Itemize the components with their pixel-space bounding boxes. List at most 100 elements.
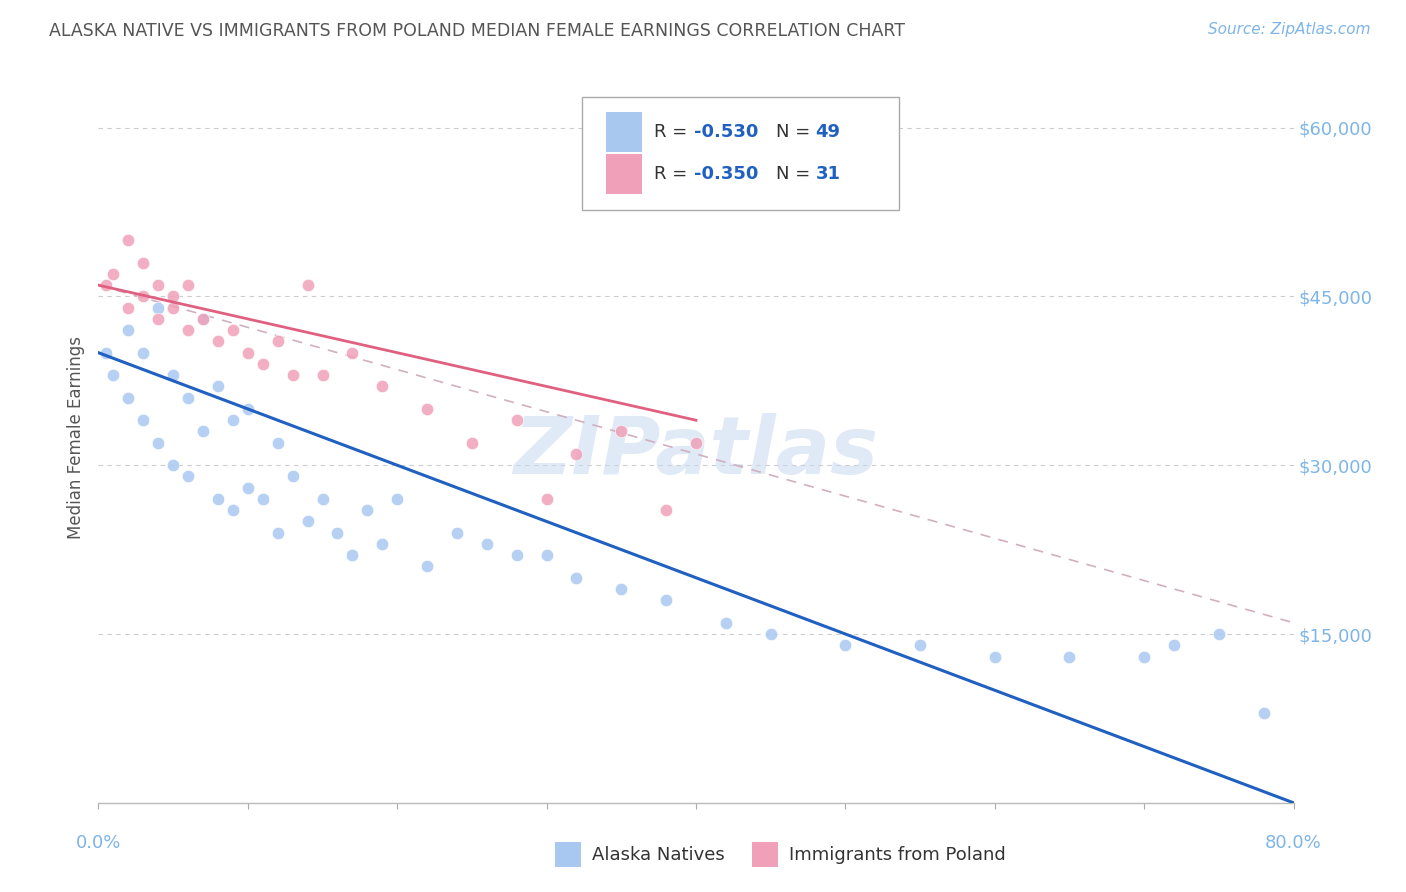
Point	[610, 582, 633, 596]
Point	[326, 525, 349, 540]
Text: R =: R =	[654, 123, 693, 141]
Text: ZIPatlas: ZIPatlas	[513, 413, 879, 491]
Point	[103, 368, 125, 383]
Point	[117, 391, 139, 405]
Point	[177, 469, 200, 483]
Point	[342, 345, 364, 359]
Point	[1163, 638, 1185, 652]
Point	[177, 278, 200, 293]
Point	[162, 301, 184, 315]
Point	[759, 627, 782, 641]
Point	[132, 413, 155, 427]
Text: ALASKA NATIVE VS IMMIGRANTS FROM POLAND MEDIAN FEMALE EARNINGS CORRELATION CHART: ALASKA NATIVE VS IMMIGRANTS FROM POLAND …	[49, 22, 905, 40]
Text: R =: R =	[654, 165, 693, 183]
Point	[267, 334, 290, 349]
Point	[207, 491, 229, 506]
Point	[207, 379, 229, 393]
FancyBboxPatch shape	[582, 97, 900, 211]
Point	[222, 323, 245, 337]
Point	[342, 548, 364, 562]
Point	[984, 649, 1007, 664]
Text: 49: 49	[815, 123, 841, 141]
Point	[446, 525, 468, 540]
Point	[148, 301, 170, 315]
Text: 0.0%: 0.0%	[76, 834, 121, 852]
Point	[267, 435, 290, 450]
Text: N =: N =	[776, 165, 815, 183]
Point	[506, 413, 529, 427]
Point	[536, 491, 558, 506]
Point	[536, 548, 558, 562]
Bar	[752, 842, 778, 867]
Point	[236, 401, 259, 416]
Point	[311, 491, 333, 506]
Point	[94, 278, 117, 293]
Point	[655, 503, 678, 517]
Point	[236, 345, 259, 359]
Point	[207, 334, 229, 349]
Point	[1253, 706, 1275, 720]
Point	[222, 413, 245, 427]
Point	[297, 278, 319, 293]
Point	[177, 323, 200, 337]
Point	[281, 368, 304, 383]
Point	[1059, 649, 1081, 664]
Point	[94, 345, 117, 359]
Point	[297, 515, 319, 529]
Point	[191, 312, 214, 326]
Point	[506, 548, 529, 562]
Text: Immigrants from Poland: Immigrants from Poland	[789, 846, 1005, 863]
Point	[132, 289, 155, 303]
Point	[416, 401, 439, 416]
Point	[252, 357, 274, 371]
Point	[1208, 627, 1230, 641]
Point	[252, 491, 274, 506]
Point	[371, 379, 394, 393]
Point	[281, 469, 304, 483]
Point	[371, 537, 394, 551]
Point	[714, 615, 737, 630]
Point	[162, 289, 184, 303]
Point	[132, 255, 155, 269]
Y-axis label: Median Female Earnings: Median Female Earnings	[67, 335, 86, 539]
Point	[191, 425, 214, 439]
Point	[162, 368, 184, 383]
Point	[267, 525, 290, 540]
Text: -0.530: -0.530	[693, 123, 758, 141]
Point	[191, 312, 214, 326]
Bar	[555, 842, 581, 867]
Point	[1133, 649, 1156, 664]
Point	[311, 368, 333, 383]
Point	[236, 481, 259, 495]
FancyBboxPatch shape	[606, 153, 643, 194]
Text: N =: N =	[776, 123, 815, 141]
Text: -0.350: -0.350	[693, 165, 758, 183]
Point	[475, 537, 498, 551]
Point	[461, 435, 484, 450]
Point	[132, 345, 155, 359]
Point	[565, 447, 588, 461]
Point	[117, 323, 139, 337]
Point	[385, 491, 409, 506]
Point	[610, 425, 633, 439]
Point	[177, 391, 200, 405]
Point	[148, 312, 170, 326]
Point	[117, 301, 139, 315]
Point	[103, 267, 125, 281]
Point	[834, 638, 856, 652]
Text: Alaska Natives: Alaska Natives	[592, 846, 724, 863]
Point	[416, 559, 439, 574]
Point	[148, 278, 170, 293]
Point	[222, 503, 245, 517]
Point	[148, 435, 170, 450]
Point	[162, 458, 184, 473]
FancyBboxPatch shape	[606, 112, 643, 153]
Point	[565, 571, 588, 585]
Point	[685, 435, 707, 450]
Point	[908, 638, 931, 652]
Text: Source: ZipAtlas.com: Source: ZipAtlas.com	[1208, 22, 1371, 37]
Point	[356, 503, 378, 517]
Text: 80.0%: 80.0%	[1265, 834, 1322, 852]
Text: 31: 31	[815, 165, 841, 183]
Point	[117, 233, 139, 247]
